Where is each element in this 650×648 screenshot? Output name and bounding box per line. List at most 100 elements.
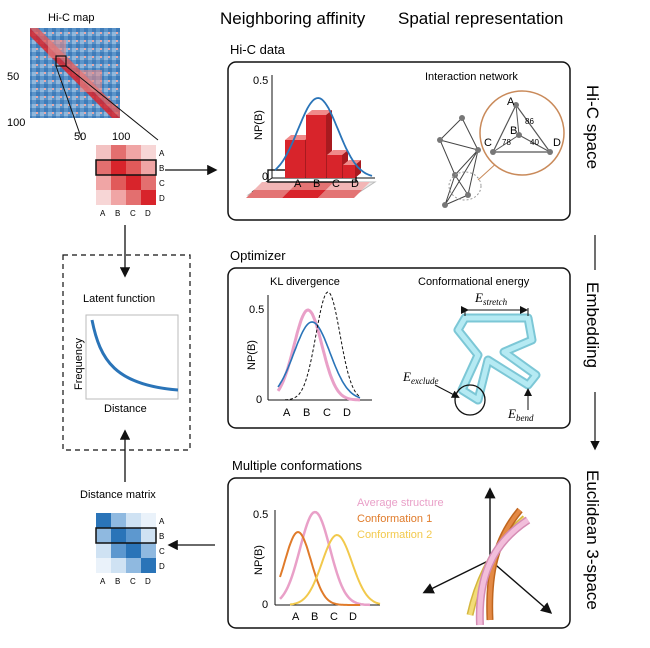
matrix-cell <box>96 190 111 205</box>
panel-optimizer <box>227 267 571 429</box>
hic-data-fit-curve <box>274 97 373 177</box>
kl-ytick-05: 0.5 <box>249 304 264 316</box>
hic-map-title: Hi-C map <box>48 12 94 24</box>
matrix-cell <box>96 145 111 160</box>
distance-row-label: B <box>159 532 164 541</box>
zoom-row-label: D <box>159 194 165 203</box>
hic-data-ytick-0: 0 <box>262 171 268 183</box>
zoom-box <box>55 55 67 67</box>
hic-data-category: A <box>294 178 302 190</box>
multi-category: A <box>292 611 300 623</box>
legend-conf1: Conformation 1 <box>357 513 432 525</box>
tri-label-d: D <box>553 137 561 149</box>
hic-data-category: B <box>313 178 320 190</box>
panel-hic-data <box>227 61 571 221</box>
tri-label-b: B <box>510 125 517 137</box>
distance-col-label: A <box>100 577 106 586</box>
kl-curve-hic <box>277 321 361 399</box>
matrix-cell <box>111 160 126 175</box>
hic-data-category: D <box>351 178 359 190</box>
multi-ylabel: NP(B) <box>253 545 265 575</box>
distance-highlight-row <box>95 527 157 544</box>
hic-data-category: C <box>332 178 340 190</box>
side-label-embedding: Embedding <box>583 282 602 368</box>
matrix-cell <box>126 175 141 190</box>
matrix-cell <box>111 175 126 190</box>
kl-ytick-0: 0 <box>256 394 262 406</box>
distance-row-label: A <box>159 517 165 526</box>
tri-edge-40: 40 <box>530 138 539 147</box>
e-bend-label: Ebend <box>507 406 534 423</box>
distance-cell <box>126 543 141 558</box>
distance-cell <box>126 558 141 573</box>
tri-label-c: C <box>484 137 492 149</box>
hic-bar <box>285 140 305 178</box>
e-stretch-label: Estretch <box>474 290 508 307</box>
multi-curve-average <box>279 510 371 607</box>
hic-tick-50-y: 50 <box>7 71 19 83</box>
hic-bar <box>343 165 355 178</box>
distance-cell <box>111 558 126 573</box>
kl-ylabel: NP(B) <box>246 340 258 370</box>
kl-category: A <box>283 407 291 419</box>
distance-cell <box>141 513 156 528</box>
kl-category: B <box>303 407 310 419</box>
conformational-energy-chain <box>434 306 541 416</box>
hic-zoom-highlight-row <box>95 159 157 176</box>
header-spatial: Spatial representation <box>398 9 563 28</box>
multi-category: B <box>311 611 318 623</box>
side-label-hic-space: Hi-C space <box>583 85 602 169</box>
multi-curve-conf1 <box>279 531 360 606</box>
hic-bar <box>306 115 326 178</box>
distance-cell <box>96 513 111 528</box>
hic-bar-top <box>285 135 311 140</box>
distance-cell <box>96 543 111 558</box>
kl-curve-target <box>284 291 361 401</box>
multi-category: C <box>330 611 338 623</box>
distance-cell <box>126 528 141 543</box>
zoom-col-label: B <box>115 209 120 218</box>
kl-category: D <box>343 407 351 419</box>
kl-title: KL divergence <box>270 276 340 288</box>
distance-cell <box>96 558 111 573</box>
network-title: Interaction network <box>425 71 518 83</box>
matrix-cell <box>141 160 156 175</box>
distance-cell <box>111 513 126 528</box>
hic-tick-50-x: 50 <box>74 131 86 143</box>
zoom-row-label: A <box>159 149 165 158</box>
tri-edge-86: 86 <box>525 117 534 126</box>
distance-col-label: C <box>130 577 136 586</box>
hic-data-ytick-05: 0.5 <box>253 75 268 87</box>
multi-curve-conf2 <box>289 533 381 606</box>
distance-col-label: D <box>145 577 151 586</box>
matrix-cell <box>96 175 111 190</box>
matrix-cell <box>126 145 141 160</box>
side-label-euclidean: Euclidean 3-space <box>583 470 602 610</box>
matrix-cell <box>96 160 111 175</box>
hic-data-ylabel: NP(B) <box>253 110 265 140</box>
energy-title: Conformational energy <box>418 276 530 288</box>
distance-row-label: C <box>159 547 165 556</box>
latent-curve <box>90 319 179 392</box>
matrix-cell <box>126 190 141 205</box>
hic-tick-100-x: 100 <box>112 131 130 143</box>
distance-cell <box>141 543 156 558</box>
distance-cell <box>141 528 156 543</box>
distance-matrix-title: Distance matrix <box>80 489 156 501</box>
distance-cell <box>111 528 126 543</box>
distance-cell <box>141 558 156 573</box>
matrix-cell <box>111 145 126 160</box>
interaction-network <box>437 90 565 208</box>
latent-title: Latent function <box>83 293 155 305</box>
panel-optimizer-title: Optimizer <box>230 248 286 263</box>
hic-tick-100-y: 100 <box>7 117 25 129</box>
matrix-cell <box>141 175 156 190</box>
tri-label-a: A <box>507 96 515 108</box>
matrix-cell <box>111 190 126 205</box>
tri-edge-78: 78 <box>502 138 511 147</box>
zoom-col-label: C <box>130 209 136 218</box>
multi-ytick-0: 0 <box>262 599 268 611</box>
matrix-cell <box>126 160 141 175</box>
hic-bar-top <box>306 110 332 115</box>
